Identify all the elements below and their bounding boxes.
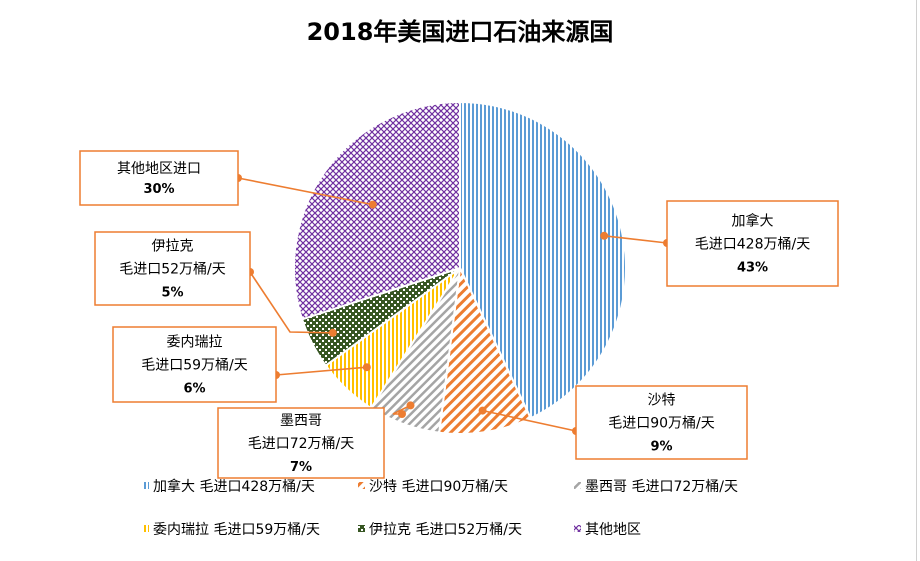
pie-slice-other (292, 100, 461, 321)
data-label-box (217, 407, 385, 479)
legend-item-other: 其他地区 (574, 522, 641, 538)
legend-swatch (574, 482, 581, 489)
leader-dot-venezuela (362, 363, 371, 372)
leader-line-saudi (482, 409, 577, 432)
legend-swatch (574, 525, 581, 532)
data-label-text: 委内瑞拉 (167, 335, 223, 351)
legend-item-saudi: 沙特 毛进口90万桶/天 (358, 479, 508, 495)
data-label-percent: 6% (183, 382, 205, 397)
data-label-text: 毛进口72万桶/天 (248, 436, 355, 452)
legend-label: 加拿大 毛进口428万桶/天 (153, 478, 315, 495)
data-label-text: 毛进口428万桶/天 (695, 237, 810, 253)
data-label-text: 毛进口90万桶/天 (608, 416, 715, 432)
leader-end-dot-mexico (398, 410, 406, 418)
legend-swatch (358, 525, 365, 532)
data-label-text: 毛进口52万桶/天 (119, 262, 226, 278)
leader-dot-mexico (406, 401, 415, 410)
leader-line-canada (604, 235, 668, 244)
data-label-percent: 5% (161, 286, 183, 301)
data-label-text: 伊拉克 (152, 239, 194, 255)
legend-item-venezuela: 委内瑞拉 毛进口59万桶/天 (142, 522, 320, 538)
legend-item-mexico: 墨西哥 毛进口72万桶/天 (574, 479, 738, 495)
data-label-text: 沙特 (648, 393, 676, 409)
pie-slice-saudi (438, 264, 533, 435)
data-label-box (94, 231, 251, 306)
data-label-text: 加拿大 (732, 213, 774, 230)
legend-swatch (142, 525, 149, 532)
data-label-box (575, 385, 748, 460)
pie-slice-canada (459, 100, 627, 420)
data-label-percent: 9% (650, 440, 672, 455)
legend: 加拿大 毛进口428万桶/天 沙特 毛进口90万桶/天 墨西哥 毛进口72万桶/天委… (142, 478, 738, 538)
leader-dot-iraq (328, 328, 337, 337)
pie-slices (292, 100, 627, 435)
data-label-text: 墨西哥 (280, 413, 322, 429)
data-label-box (666, 200, 839, 287)
leader-line-venezuela (275, 366, 367, 376)
legend-item-iraq: 伊拉克 毛进口52万桶/天 (358, 522, 522, 538)
data-label-percent: 7% (290, 460, 312, 475)
border-line (916, 0, 917, 561)
chart-title: 2018年美国进口石油来源国 (307, 18, 614, 46)
legend-label: 沙特 毛进口90万桶/天 (369, 479, 508, 495)
legend-label: 委内瑞拉 毛进口59万桶/天 (153, 522, 320, 538)
legend-swatch (358, 482, 365, 489)
data-label-text: 其他地区进口 (117, 161, 201, 177)
legend-item-canada: 加拿大 毛进口428万桶/天 (142, 478, 315, 495)
leader-dot-canada (600, 231, 609, 240)
leader-dot-other (368, 200, 377, 209)
data-label-percent: 43% (737, 261, 768, 276)
leader-line-other (237, 177, 373, 206)
legend-label: 墨西哥 毛进口72万桶/天 (585, 479, 738, 495)
legend-label: 伊拉克 毛进口52万桶/天 (369, 522, 522, 538)
legend-label: 其他地区 (585, 522, 641, 538)
legend-swatch (142, 482, 149, 489)
data-label-percent: 30% (143, 182, 174, 197)
data-label-box (79, 150, 239, 206)
leader-line-iraq (249, 271, 333, 334)
data-label-text: 毛进口59万桶/天 (141, 358, 248, 374)
leader-dot-saudi (478, 406, 487, 415)
data-label-other: 其他地区进口 30% (79, 150, 239, 206)
data-label-box (112, 326, 277, 403)
